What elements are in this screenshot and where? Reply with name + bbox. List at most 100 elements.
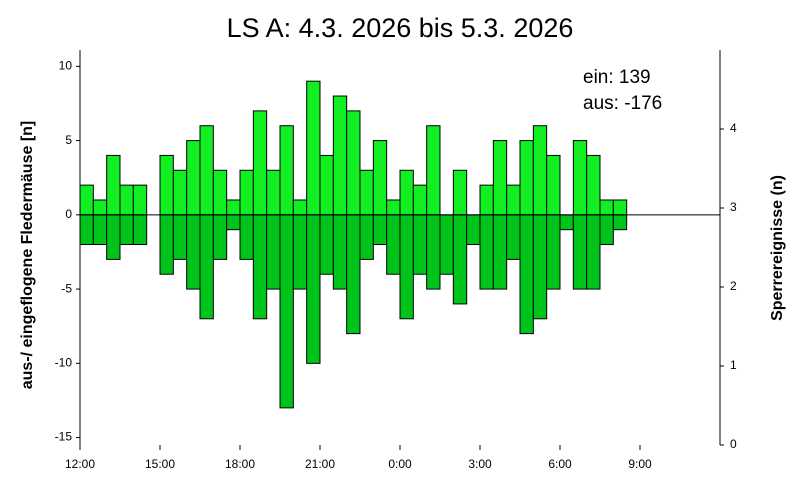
x-tick-label: 3:00	[468, 457, 492, 471]
bar	[292, 199, 308, 216]
bar	[159, 154, 174, 216]
x-tick-label: 9:00	[628, 457, 652, 471]
x-tick-label: 21:00	[305, 457, 335, 471]
x-tick-label: 15:00	[145, 457, 175, 471]
bar	[266, 214, 281, 290]
bar	[372, 140, 388, 216]
bar	[399, 214, 414, 320]
bar	[226, 214, 241, 231]
bar	[599, 199, 614, 216]
bar	[586, 214, 601, 290]
bar	[252, 110, 268, 216]
bar	[506, 184, 521, 216]
bar	[466, 214, 481, 246]
y-tick-label: -15	[55, 430, 73, 444]
y2-axis-label: Sperrereignisse (n)	[769, 175, 786, 321]
bar	[319, 154, 334, 216]
bar	[599, 214, 614, 246]
bar	[506, 214, 521, 260]
chart-title: LS A: 4.3. 2026 bis 5.3. 2026	[227, 13, 574, 43]
bar	[559, 214, 574, 231]
bar	[79, 214, 94, 246]
bar	[612, 214, 628, 231]
x-tick-label: 12:00	[65, 457, 95, 471]
annotation: aus: -176	[583, 93, 662, 114]
bar	[172, 169, 188, 216]
bar	[426, 214, 441, 290]
bar	[612, 199, 628, 216]
bar	[306, 80, 321, 216]
bar	[306, 214, 321, 364]
x-tick-label: 6:00	[548, 457, 572, 471]
y-tick-label: 0	[65, 207, 72, 221]
bar	[346, 214, 361, 335]
bar	[519, 214, 534, 335]
bar	[492, 140, 508, 216]
bar	[119, 214, 134, 246]
bar	[492, 214, 508, 290]
bar	[279, 125, 294, 216]
y2-tick-label: 3	[730, 200, 737, 214]
bar	[186, 214, 201, 290]
bar	[159, 214, 174, 275]
bar	[172, 214, 188, 260]
annotation: ein: 139	[583, 67, 651, 88]
bar	[359, 214, 374, 260]
bar	[132, 214, 148, 246]
bar	[399, 169, 414, 216]
bar	[532, 125, 548, 216]
bar	[92, 214, 108, 246]
y-tick-label: -10	[55, 355, 73, 369]
bar	[359, 169, 374, 216]
x-tick-label: 0:00	[388, 457, 412, 471]
bar	[346, 110, 361, 216]
y2-tick-label: 1	[730, 358, 737, 372]
y2-tick-label: 4	[730, 121, 737, 135]
x-tick-label: 18:00	[225, 457, 255, 471]
y-tick-label: 10	[59, 59, 73, 73]
bar	[292, 214, 308, 290]
bar	[479, 214, 494, 290]
bar	[252, 214, 268, 320]
bar	[412, 214, 428, 275]
bar	[519, 140, 534, 216]
bar	[119, 184, 134, 216]
bar	[266, 169, 281, 216]
bar	[226, 199, 241, 216]
bar	[332, 214, 348, 290]
bar	[212, 214, 228, 260]
bar	[426, 125, 441, 216]
y-axis-label: aus-/ eingeflogene Fledermäuse [n]	[19, 121, 36, 390]
bar	[372, 214, 388, 246]
bar	[439, 214, 454, 275]
bar	[199, 214, 214, 320]
bar	[199, 125, 214, 216]
y-tick-label: 5	[65, 133, 72, 147]
bar	[572, 140, 588, 216]
bar	[452, 169, 468, 216]
bar	[79, 184, 94, 216]
y2-tick-label: 2	[730, 279, 737, 293]
bar	[106, 214, 121, 260]
bar	[386, 214, 401, 275]
bar	[186, 140, 201, 216]
bar	[452, 214, 468, 305]
bar	[279, 214, 294, 409]
bar	[212, 169, 228, 216]
bar	[332, 95, 348, 216]
bar	[386, 199, 401, 216]
bar	[546, 154, 561, 216]
bar	[106, 154, 121, 216]
y2-tick-label: 0	[730, 437, 737, 451]
bar	[586, 154, 601, 216]
bar	[412, 184, 428, 216]
bar	[319, 214, 334, 275]
bar	[132, 184, 148, 216]
bar	[546, 214, 561, 290]
bar	[239, 169, 254, 216]
bar	[239, 214, 254, 260]
bar	[532, 214, 548, 320]
y-tick-label: -5	[61, 281, 72, 295]
bar	[92, 199, 108, 216]
